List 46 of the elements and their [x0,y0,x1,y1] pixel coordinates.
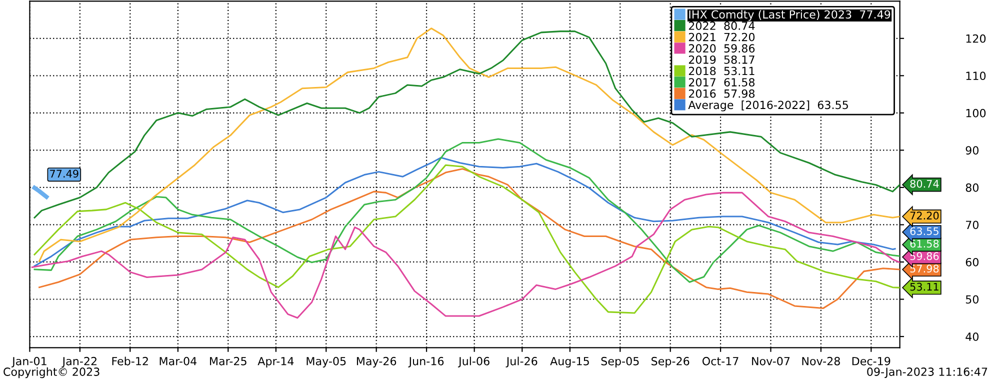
x-tick-label: Dec-19 [852,356,890,366]
legend-label: 2019 58.17 [688,55,754,64]
x-tick-label: Feb-12 [112,356,148,366]
x-tick-label: Nov-07 [752,356,790,366]
data-label: 77.49 [50,170,78,178]
text: 09-Jan-2023 11:16:47 [867,368,988,378]
data-label: 61.58 [910,240,939,248]
legend-label: 2016 57.98 [688,89,755,98]
x-tick-label: Mar-25 [210,356,246,366]
y-tick-label: 40 [966,332,979,341]
x-tick-label: Jan-22 [62,356,96,368]
data-label: 72.20 [910,212,939,220]
x-tick-label: Sep-05 [601,356,639,368]
x-tick-label: Aug-15 [550,357,589,368]
y-tick-label: 70 [966,220,979,230]
x-tick-label: Jan-01 [12,356,46,368]
data-label: 57.98 [910,264,939,273]
legend-label: IHX Comdty (Last Price) 2023 77.49 [689,10,890,21]
legend-label: 2020 59.86 [688,44,755,53]
legend-label: 2021 72.20 [688,32,755,42]
x-tick-label: Jun-16 [408,356,444,368]
y-tick-label: 110 [966,72,986,80]
x-tick-label: May-05 [306,356,346,368]
legend-label: 2017 61.58 [688,78,755,86]
legend-label: Average [2016-2022] 63.55 [688,100,848,112]
y-tick-label: 90 [966,146,979,155]
x-tick-label: Jul-06 [458,356,490,368]
data-label: 53.11 [910,282,938,291]
legend-label: 2022 80.74 [688,22,755,30]
data-label: 59.86 [910,252,939,260]
x-tick-label: Jul-26 [506,356,538,368]
x-tick-label: Mar-04 [160,356,197,366]
y-tick-label: 50 [966,295,979,304]
x-tick-label: Oct-17 [702,356,738,366]
x-tick-label: May-26 [356,356,396,368]
y-tick-label: 120 [966,34,986,43]
legend-label: 2018 53.11 [688,66,754,76]
data-label: 63.55 [910,227,938,236]
data-label: 80.74 [910,180,939,188]
text: Copyright© 2023 [4,367,100,378]
y-tick-label: 60 [966,258,979,266]
x-tick-label: Sep-26 [652,356,690,368]
x-tick-label: Apr-14 [258,357,294,368]
y-tick-label: 100 [966,108,986,118]
x-tick-label: Nov-28 [802,356,840,366]
y-tick-label: 80 [966,183,979,192]
